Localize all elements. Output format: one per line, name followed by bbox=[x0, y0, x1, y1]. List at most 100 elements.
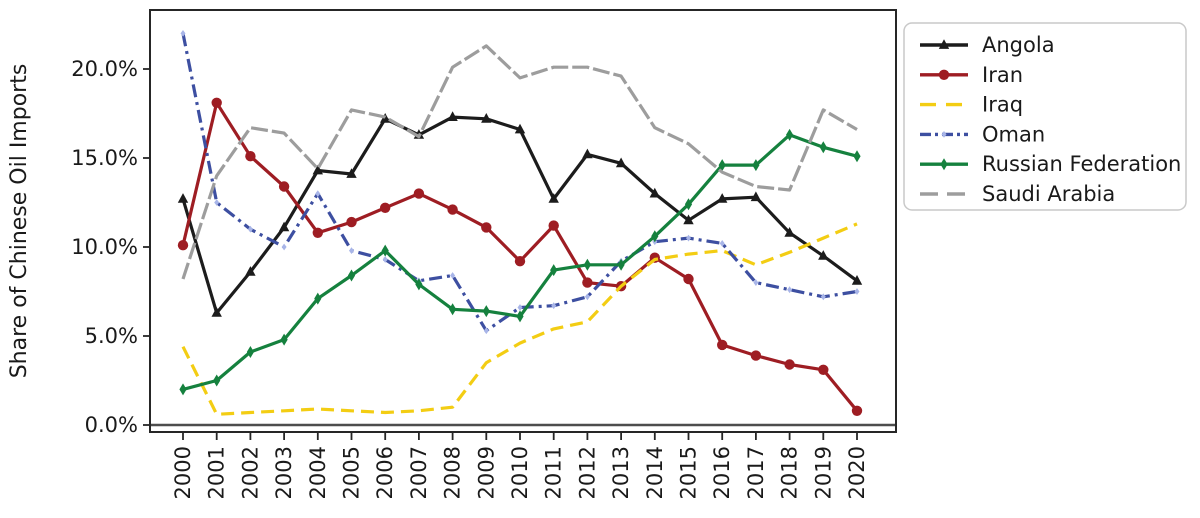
circle-marker bbox=[177, 240, 189, 251]
x-tick-label: 2010 bbox=[508, 446, 532, 499]
small-diamond-marker bbox=[753, 279, 759, 286]
x-tick-label: 2011 bbox=[542, 446, 566, 499]
triangle-marker bbox=[818, 250, 829, 260]
diamond-marker bbox=[853, 150, 861, 163]
circle-marker bbox=[582, 277, 593, 288]
triangle-marker bbox=[278, 221, 290, 232]
small-diamond-marker bbox=[382, 256, 388, 263]
triangle-marker bbox=[312, 164, 323, 175]
small-diamond-marker bbox=[247, 225, 253, 233]
triangle-marker bbox=[177, 193, 189, 203]
triangle-marker bbox=[615, 157, 627, 168]
diamond-marker bbox=[583, 258, 591, 271]
x-tick-label: 2015 bbox=[677, 446, 701, 499]
circle-marker bbox=[278, 181, 290, 192]
triangle-marker bbox=[582, 148, 593, 159]
diamond-marker bbox=[819, 141, 827, 154]
y-tick-label: 15.0% bbox=[71, 146, 138, 170]
series-angola bbox=[177, 111, 863, 317]
y-tick-label: 5.0% bbox=[85, 324, 138, 348]
y-tick-label: 0.0% bbox=[85, 413, 138, 437]
circle-marker bbox=[312, 227, 323, 238]
triangle-marker bbox=[346, 168, 357, 178]
circle-marker bbox=[380, 202, 391, 213]
x-tick-label: 2016 bbox=[710, 446, 734, 499]
legend: Angola Iran Iraq Oman Russian Federation Saud… bbox=[903, 22, 1187, 211]
x-tick-label: 2000 bbox=[171, 446, 195, 499]
triangle-marker bbox=[245, 266, 256, 276]
circle-marker bbox=[851, 405, 863, 416]
small-diamond-marker bbox=[349, 247, 354, 254]
x-tick-label: 2004 bbox=[306, 446, 330, 499]
legend-item-iraq: Iraq bbox=[920, 93, 1023, 117]
diamond-marker bbox=[651, 230, 659, 243]
small-diamond-marker bbox=[315, 190, 321, 197]
x-tick-label: 2018 bbox=[778, 446, 802, 499]
triangle-marker bbox=[481, 113, 492, 123]
diamond-marker bbox=[718, 159, 726, 172]
x-tick-label: 2009 bbox=[474, 446, 498, 499]
triangle-marker bbox=[380, 113, 391, 123]
triangle-marker bbox=[717, 193, 728, 203]
circle-marker bbox=[211, 97, 222, 109]
circle-marker bbox=[245, 151, 256, 162]
triangle-marker bbox=[649, 187, 660, 198]
circle-marker bbox=[481, 222, 492, 233]
x-tick-label: 2003 bbox=[272, 446, 296, 499]
legend-item-oman: Oman bbox=[920, 122, 1045, 146]
legend-label-russian-federation: Russian Federation bbox=[982, 152, 1181, 176]
diamond-marker bbox=[550, 264, 558, 277]
circle-marker bbox=[938, 69, 950, 81]
triangle-marker bbox=[851, 275, 863, 285]
diamond-marker bbox=[314, 292, 322, 305]
small-diamond-marker bbox=[551, 302, 557, 310]
y-axis-label: Share of Chinese Oil Imports bbox=[7, 64, 32, 379]
diamond-marker bbox=[213, 374, 221, 387]
circle-marker bbox=[784, 359, 795, 370]
legend-label-saudi-arabia: Saudi Arabia bbox=[982, 182, 1115, 206]
diamond-marker bbox=[347, 269, 356, 282]
diamond-marker bbox=[786, 128, 794, 141]
x-tick-label: 2002 bbox=[238, 446, 262, 499]
triangle-marker bbox=[938, 39, 950, 49]
x-tick-label: 2020 bbox=[845, 446, 869, 499]
series-saudi-arabia bbox=[181, 44, 858, 280]
legend-label-angola: Angola bbox=[982, 33, 1055, 57]
legend-item-iran: Iran bbox=[920, 63, 1023, 87]
diamond-marker bbox=[516, 310, 524, 323]
small-diamond-marker bbox=[281, 243, 287, 251]
small-diamond-marker bbox=[450, 272, 456, 279]
circle-marker bbox=[750, 350, 762, 361]
circle-marker bbox=[346, 216, 357, 228]
diamond-marker bbox=[449, 303, 457, 316]
legend-label-iraq: Iraq bbox=[982, 93, 1023, 117]
circle-marker bbox=[683, 273, 694, 285]
small-diamond-marker bbox=[686, 234, 691, 242]
small-diamond-marker bbox=[214, 199, 220, 206]
x-tick-label: 2006 bbox=[373, 446, 397, 499]
series-line-saudi-arabia bbox=[181, 44, 858, 280]
series-iran bbox=[177, 97, 863, 416]
legend-label-oman: Oman bbox=[982, 122, 1045, 146]
diamond-marker bbox=[684, 198, 693, 211]
small-diamond-marker bbox=[941, 131, 947, 138]
x-tick-label: 2005 bbox=[340, 446, 364, 499]
circle-marker bbox=[717, 339, 728, 351]
small-diamond-marker bbox=[517, 304, 523, 311]
triangle-marker bbox=[683, 214, 694, 225]
diamond-marker bbox=[617, 258, 625, 271]
x-tick-label: 2012 bbox=[575, 446, 599, 499]
triangle-marker bbox=[750, 191, 762, 202]
small-diamond-marker bbox=[180, 30, 186, 37]
circle-marker bbox=[514, 256, 526, 267]
series-line-iraq bbox=[181, 222, 858, 416]
x-tick-label: 2001 bbox=[205, 446, 229, 499]
x-tick-label: 2013 bbox=[609, 446, 633, 499]
series-russian-federation bbox=[179, 128, 861, 396]
diamond-marker bbox=[940, 158, 948, 171]
small-diamond-marker bbox=[483, 327, 489, 335]
small-diamond-marker bbox=[719, 240, 725, 247]
diamond-marker bbox=[415, 278, 423, 291]
diamond-marker bbox=[482, 305, 490, 318]
